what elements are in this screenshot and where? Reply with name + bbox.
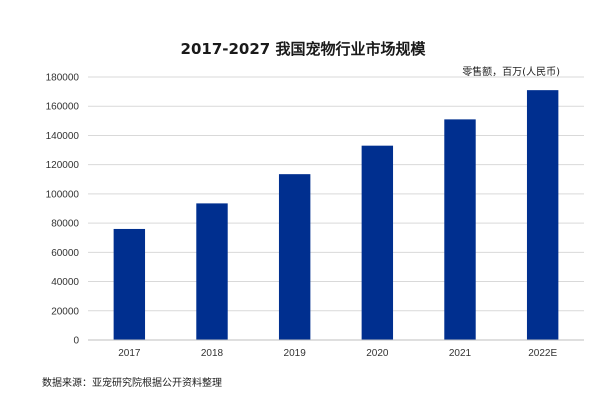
y-tick-label: 80000 — [51, 219, 79, 230]
x-tick-label: 2017 — [118, 348, 141, 359]
bar-2017 — [113, 228, 146, 340]
x-tick-label: 2018 — [201, 348, 224, 359]
y-axis-unit-label: 零售额，百万(人民币) — [462, 65, 560, 78]
x-tick-label: 2020 — [366, 348, 389, 359]
y-tick-label: 20000 — [51, 306, 79, 317]
chart-title: 2017-2027 我国宠物行业市场规模 — [181, 40, 427, 58]
bar-2020 — [361, 145, 394, 340]
bar-2019 — [278, 174, 311, 340]
data-source-note: 数据来源：亚宠研究院根据公开资料整理 — [42, 376, 222, 389]
x-tick-label: 2019 — [284, 348, 307, 359]
x-tick-label: 2021 — [449, 348, 472, 359]
y-axis-ticks: 0 20000 40000 60000 80000 100000 120000 140000 1… — [46, 73, 80, 347]
gridlines — [88, 76, 584, 312]
x-axis-ticks: 2017 2018 2019 2020 2021 2022E — [118, 348, 557, 359]
bars — [113, 90, 559, 341]
y-tick-label: 100000 — [46, 189, 80, 200]
bar-2022E — [526, 90, 559, 341]
y-tick-label: 120000 — [46, 160, 80, 171]
x-tick-label: 2022E — [528, 348, 557, 359]
y-tick-label: 140000 — [46, 131, 80, 142]
y-tick-label: 160000 — [46, 102, 80, 113]
bar-2018 — [196, 203, 228, 340]
y-tick-label: 180000 — [46, 73, 80, 84]
bar-2021 — [444, 119, 476, 340]
y-tick-label: 40000 — [51, 277, 79, 288]
y-tick-label: 0 — [73, 336, 79, 347]
y-tick-label: 60000 — [51, 248, 79, 259]
